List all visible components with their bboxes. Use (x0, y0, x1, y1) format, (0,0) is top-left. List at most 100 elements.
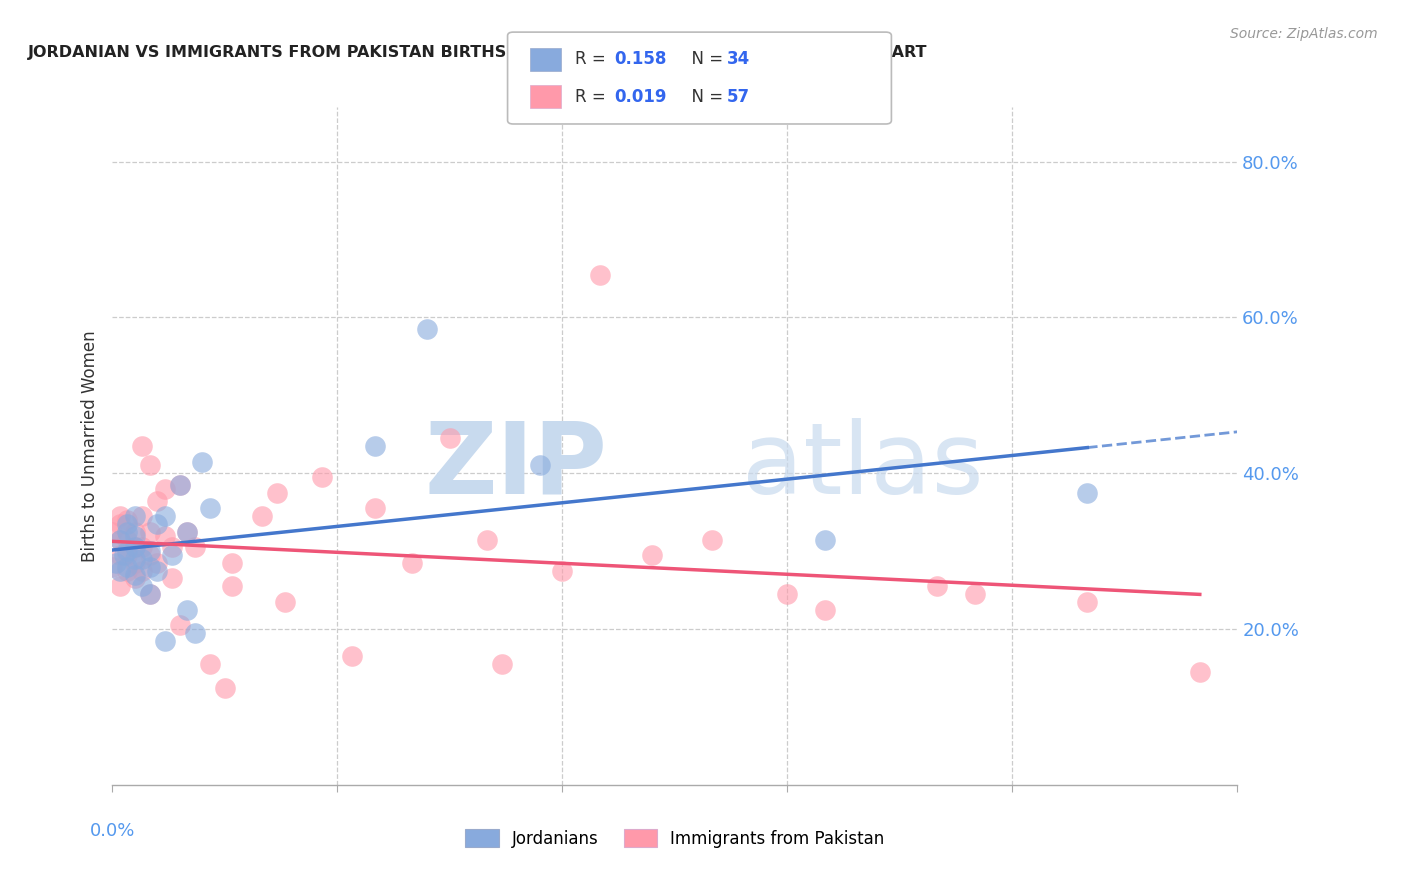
Point (153, 633, 176, 648)
Text: Source: ZipAtlas.com: Source: ZipAtlas.com (1230, 27, 1378, 41)
Point (162, 548, 184, 562)
Point (439, 431, 461, 445)
Point (589, 268, 612, 282)
Point (124, 528, 146, 542)
Point (198, 657, 221, 672)
Point (927, 579, 949, 593)
Point (108, 533, 131, 547)
Point (1188, 665, 1211, 679)
Text: 57: 57 (727, 87, 749, 105)
Point (101, 524, 124, 539)
Point (117, 544, 139, 558)
Point (117, 524, 139, 539)
Point (176, 524, 198, 539)
Point (124, 541, 146, 555)
Point (1076, 595, 1098, 609)
Point (124, 572, 146, 586)
Point (131, 541, 153, 555)
Point (162, 572, 184, 586)
Point (176, 524, 198, 539)
Point (124, 524, 146, 539)
Point (146, 493, 169, 508)
Point (108, 579, 131, 593)
Point (252, 509, 274, 524)
Point (401, 556, 423, 570)
Point (198, 501, 221, 516)
Point (131, 552, 153, 566)
Point (702, 533, 724, 547)
Point (342, 649, 364, 664)
Point (108, 516, 131, 531)
Point (169, 478, 191, 492)
Point (153, 482, 176, 496)
Point (529, 458, 551, 473)
Point (139, 524, 162, 539)
Point (117, 533, 139, 547)
Point (101, 559, 124, 574)
Point (963, 587, 986, 601)
Point (146, 516, 169, 531)
Point (416, 322, 439, 336)
Point (146, 564, 169, 578)
Text: R =: R = (575, 87, 612, 105)
Point (214, 681, 236, 695)
Point (221, 579, 243, 593)
Text: JORDANIAN VS IMMIGRANTS FROM PAKISTAN BIRTHS TO UNMARRIED WOMEN CORRELATION CHAR: JORDANIAN VS IMMIGRANTS FROM PAKISTAN BI… (28, 45, 928, 60)
Point (131, 509, 153, 524)
Text: 0.019: 0.019 (614, 87, 666, 105)
Text: N =: N = (681, 51, 728, 69)
Point (108, 548, 131, 562)
Text: atlas: atlas (742, 417, 984, 515)
Legend: Jordanians, Immigrants from Pakistan: Jordanians, Immigrants from Pakistan (458, 822, 891, 855)
Point (776, 587, 799, 601)
Point (124, 567, 146, 582)
Text: N =: N = (681, 87, 728, 105)
Point (477, 533, 499, 547)
Point (1076, 485, 1098, 500)
Point (139, 559, 162, 574)
Point (124, 509, 146, 524)
Point (176, 602, 198, 616)
Point (153, 509, 176, 524)
Point (105, 556, 128, 570)
Point (191, 454, 214, 468)
Point (112, 548, 135, 562)
Point (162, 541, 184, 555)
Point (108, 564, 131, 578)
Point (814, 602, 837, 616)
Point (169, 618, 191, 632)
Point (117, 559, 139, 574)
Point (491, 657, 513, 672)
Point (117, 516, 139, 531)
Point (124, 541, 146, 555)
Point (139, 587, 162, 601)
Point (641, 548, 664, 562)
Point (131, 579, 153, 593)
Text: 0.0%: 0.0% (90, 822, 135, 840)
Point (814, 533, 837, 547)
Point (124, 556, 146, 570)
Point (131, 439, 153, 453)
Point (146, 556, 169, 570)
Point (184, 541, 207, 555)
Text: ZIP: ZIP (425, 417, 607, 515)
Point (364, 439, 387, 453)
Point (169, 478, 191, 492)
Text: 34: 34 (727, 51, 751, 69)
Point (153, 528, 176, 542)
Point (364, 501, 387, 516)
Point (117, 513, 139, 527)
Point (221, 556, 243, 570)
Text: R =: R = (575, 51, 612, 69)
Point (108, 533, 131, 547)
Point (139, 458, 162, 473)
Point (266, 485, 288, 500)
Point (131, 564, 153, 578)
Point (139, 587, 162, 601)
Point (124, 552, 146, 566)
Point (551, 564, 574, 578)
Point (274, 595, 297, 609)
Text: 0.158: 0.158 (614, 51, 666, 69)
Point (108, 509, 131, 524)
Point (311, 470, 333, 484)
